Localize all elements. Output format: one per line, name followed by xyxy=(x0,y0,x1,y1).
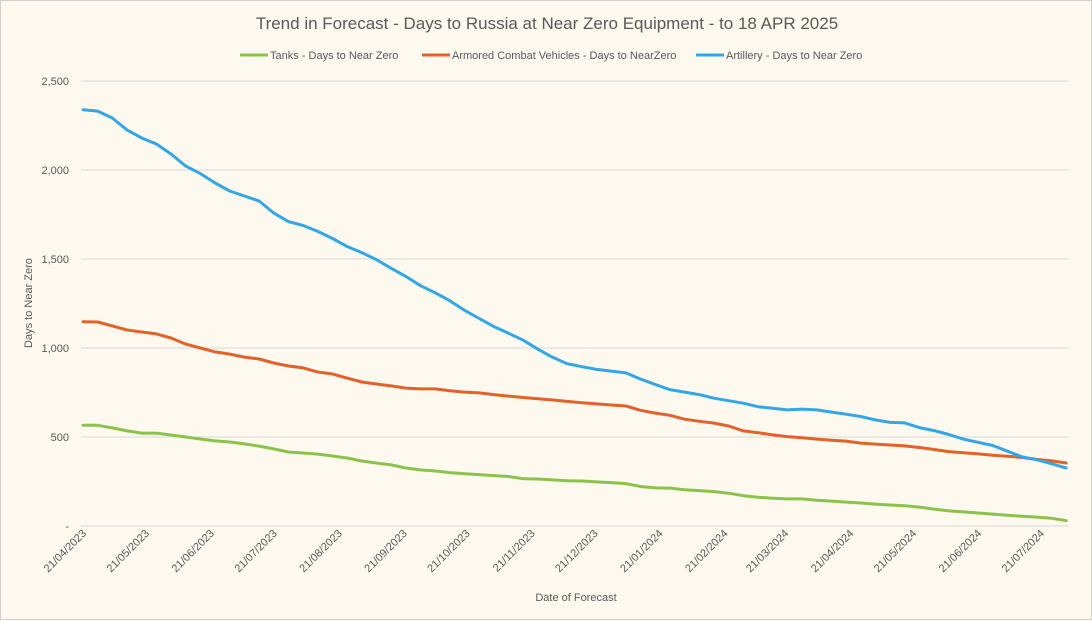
x-tick-label: 21/01/2024 xyxy=(618,528,665,575)
x-tick-label: 21/03/2024 xyxy=(744,528,791,575)
x-tick-label: 21/09/2023 xyxy=(362,528,409,575)
x-tick-label: 21/06/2024 xyxy=(937,528,984,575)
y-axis-title: Days to Near Zero xyxy=(23,258,35,348)
x-tick-label: 21/11/2023 xyxy=(491,528,538,575)
x-axis-ticks: 21/04/2023 21/05/2023 21/06/2023 21/07/2023… xyxy=(42,528,1047,575)
y-tick-label: 1,000 xyxy=(41,343,69,355)
y-tick-label: 2,000 xyxy=(41,165,69,177)
x-tick-label: 21/10/2023 xyxy=(425,528,472,575)
y-tick-label: 1,500 xyxy=(41,254,69,266)
x-tick-label: 21/05/2023 xyxy=(105,528,152,575)
y-axis-ticks: - 500 1,000 1,500 2,000 2,500 xyxy=(41,76,69,533)
legend-label: Armored Combat Vehicles - Days to NearZe… xyxy=(452,50,676,62)
tanks-line xyxy=(81,423,1068,523)
y-tick-label: 2,500 xyxy=(41,76,69,88)
acv-line xyxy=(81,320,1068,465)
x-tick-label: 21/02/2024 xyxy=(683,528,730,575)
legend-label: Artillery - Days to Near Zero xyxy=(726,50,862,62)
artillery-line xyxy=(81,108,1068,470)
x-tick-label: 21/05/2024 xyxy=(872,528,919,575)
legend-item-tanks: Tanks - Days to Near Zero xyxy=(240,50,398,62)
gridlines xyxy=(81,80,1069,527)
x-tick-label: 21/04/2024 xyxy=(809,528,856,575)
series-lines xyxy=(81,108,1068,523)
x-tick-label: 21/07/2024 xyxy=(1000,528,1047,575)
x-tick-label: 21/06/2023 xyxy=(170,528,217,575)
x-tick-label: 21/07/2023 xyxy=(232,528,279,575)
legend-item-acv: Armored Combat Vehicles - Days to NearZe… xyxy=(422,50,676,62)
y-tick-label: - xyxy=(65,521,69,533)
y-tick-label: 500 xyxy=(51,432,69,444)
legend-label: Tanks - Days to Near Zero xyxy=(270,50,398,62)
x-tick-label: 21/08/2023 xyxy=(297,528,344,575)
x-tick-label: 21/12/2023 xyxy=(553,528,600,575)
legend: Tanks - Days to Near Zero Armored Combat … xyxy=(240,50,862,62)
chart-title: Trend in Forecast - Days to Russia at Ne… xyxy=(256,14,838,33)
x-axis-title: Date of Forecast xyxy=(535,592,616,604)
x-tick-label: 21/04/2023 xyxy=(42,528,89,575)
legend-item-artillery: Artillery - Days to Near Zero xyxy=(696,50,862,62)
